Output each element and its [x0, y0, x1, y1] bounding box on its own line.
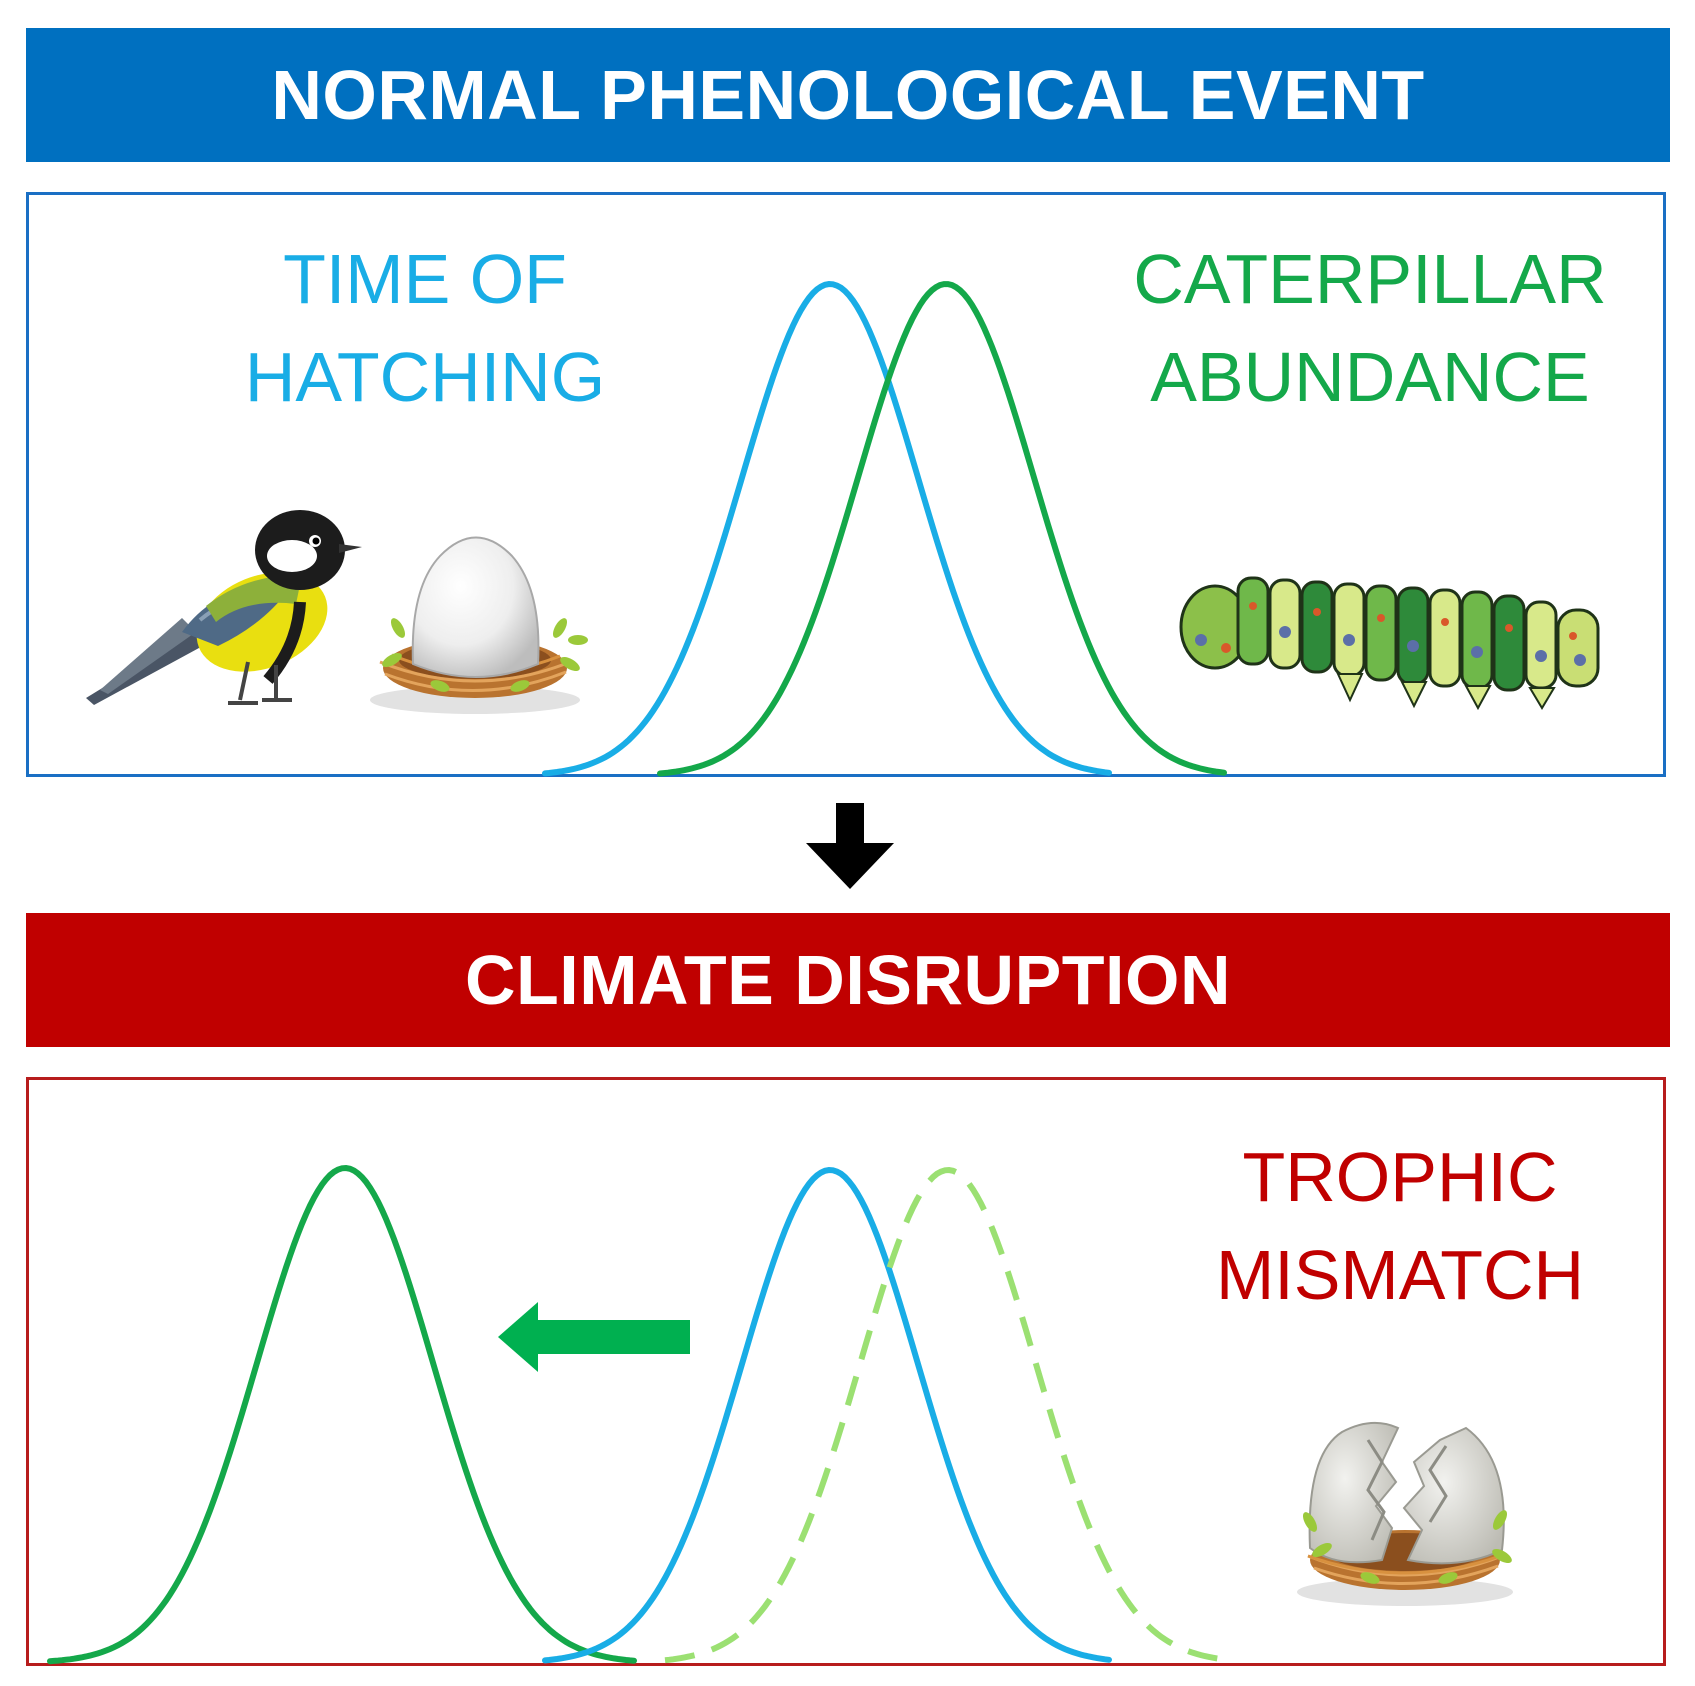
- caterpillar-label-line1: CATERPILLAR: [1133, 240, 1607, 318]
- caterpillar-abundance-label: CATERPILLAR ABUNDANCE: [1120, 230, 1620, 426]
- hatching-label-line1: TIME OF: [283, 240, 567, 318]
- caterpillar-label-line2: ABUNDANCE: [1150, 338, 1590, 416]
- normal-event-banner: NORMAL PHENOLOGICAL EVENT: [26, 28, 1670, 162]
- trophic-label-line2: MISMATCH: [1215, 1236, 1585, 1314]
- climate-disruption-banner: CLIMATE DISRUPTION: [26, 913, 1670, 1047]
- caterpillar-curve-top: [657, 281, 1227, 777]
- trophic-mismatch-label: TROPHIC MISMATCH: [1170, 1128, 1630, 1324]
- shift-left-arrow-icon: [498, 1302, 690, 1372]
- hatching-curve-bottom: [542, 1166, 1112, 1664]
- caterpillar-curve-previous-dashed: [664, 1166, 1230, 1664]
- caterpillar-curve-shifted: [47, 1164, 637, 1665]
- egg-in-nest-icon: [370, 536, 588, 714]
- time-of-hatching-label: TIME OF HATCHING: [215, 230, 635, 426]
- hatching-curve-top: [542, 280, 1112, 777]
- bird-icon: [86, 510, 362, 705]
- caterpillar-icon: [1179, 576, 1600, 711]
- down-arrow-icon: [806, 803, 894, 889]
- trophic-label-line1: TROPHIC: [1242, 1138, 1558, 1216]
- hatching-label-line2: HATCHING: [244, 338, 606, 416]
- cracked-egg-in-nest-icon: [1297, 1421, 1513, 1606]
